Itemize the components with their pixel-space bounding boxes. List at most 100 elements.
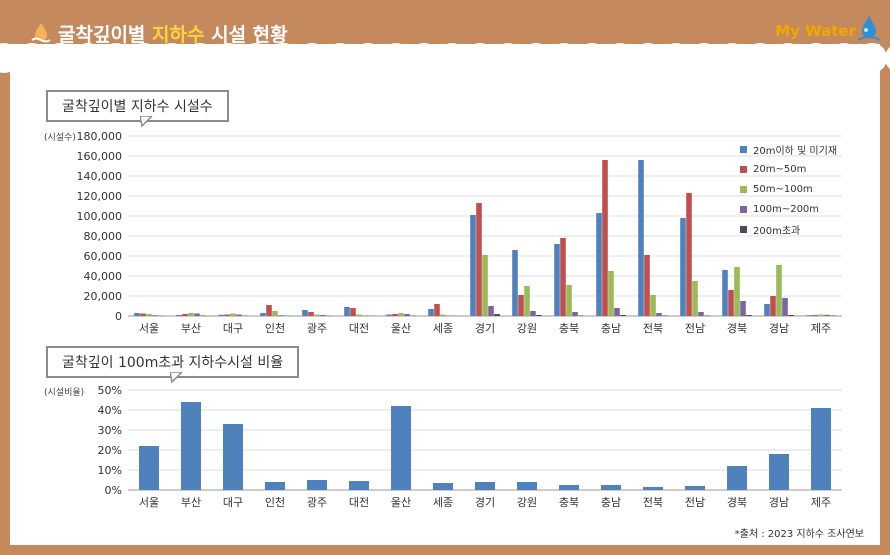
x-tick-label: 경북 (727, 496, 747, 509)
bar (566, 285, 572, 316)
legend-item: 200m초과 (740, 219, 837, 239)
bar (830, 315, 836, 316)
bar (152, 315, 158, 316)
bar (559, 485, 579, 490)
bar (391, 406, 411, 490)
bar (554, 244, 560, 316)
bar (650, 295, 656, 316)
bar (350, 308, 356, 316)
bar (806, 315, 812, 316)
bar (811, 408, 831, 490)
legend-label: 200m초과 (753, 225, 801, 237)
x-tick-label: 인천 (265, 321, 285, 335)
x-tick-label: 전북 (643, 496, 663, 509)
bar (308, 312, 314, 316)
bar (812, 315, 818, 316)
bar (517, 482, 537, 490)
header-scallop (0, 43, 19, 73)
x-tick-label: 전남 (685, 322, 705, 335)
bar (265, 482, 285, 490)
bar (398, 313, 404, 316)
chart1-ylabel: (시설수) (44, 133, 76, 143)
bar (320, 315, 326, 316)
legend-item: 50m~100m (740, 179, 837, 199)
x-tick-label: 강원 (517, 496, 537, 509)
bar (656, 313, 662, 316)
y-tick-label: 140,000 (77, 170, 123, 183)
title-highlight: 지하수 (152, 24, 205, 46)
legend-label: 50m~100m (753, 183, 813, 195)
y-tick-label: 100,000 (77, 210, 123, 223)
bar (572, 312, 578, 316)
bar (740, 301, 746, 316)
bar (344, 307, 350, 316)
header-scallop (773, 43, 803, 73)
y-tick-label: 10% (98, 464, 122, 477)
header-scallop (689, 43, 719, 73)
header-scallop (633, 43, 663, 73)
bar (386, 314, 392, 316)
bar (722, 270, 728, 316)
x-tick-label: 대구 (223, 322, 243, 335)
chart1-title: 굴착깊이별 지하수 시설수 (46, 90, 229, 122)
legend-item: 20m~50m (740, 159, 837, 179)
bar (433, 483, 453, 490)
header-scallop (437, 43, 467, 73)
bar (428, 309, 434, 316)
bar (134, 313, 140, 316)
bar (200, 315, 206, 316)
header-scallop (577, 43, 607, 73)
bar (139, 446, 159, 490)
x-tick-label: 울산 (391, 496, 411, 509)
bar (692, 281, 698, 316)
bar (685, 486, 705, 490)
bar (644, 255, 650, 316)
header-scallop (801, 43, 831, 73)
bar (362, 315, 368, 316)
chart1-legend: 20m이하 및 미기재 20m~50m 50m~100m 100m~200m 200m초… (740, 139, 837, 239)
header-scallop (549, 43, 579, 73)
bar (488, 306, 494, 316)
header: 굴착깊이별 지하수 시설 현황 My Water (0, 0, 890, 62)
bar (223, 424, 243, 490)
bar (266, 305, 272, 316)
header-scallop (213, 43, 243, 73)
header-scallop (45, 43, 75, 73)
chart2-ylabel: (시설비율) (44, 388, 85, 398)
brand-logo-text: My Water (775, 22, 856, 40)
x-tick-label: 충북 (559, 322, 579, 335)
x-tick-label: 경남 (769, 322, 789, 335)
header-scallop (465, 43, 495, 73)
bar (601, 485, 621, 490)
title-prefix: 굴착깊이별 (58, 24, 146, 46)
header-scallop (297, 43, 327, 73)
y-tick-label: 50% (98, 384, 122, 397)
x-tick-label: 울산 (391, 322, 411, 335)
header-scallop (885, 46, 890, 70)
x-tick-label: 제주 (811, 496, 831, 509)
legend-swatch (740, 165, 747, 173)
source-note: *출처 : 2023 지하수 조사연보 (734, 529, 864, 540)
bar (824, 314, 830, 316)
bar (470, 215, 476, 316)
y-tick-label: 0 (115, 310, 122, 323)
bar (608, 271, 614, 316)
x-tick-label: 대전 (349, 322, 369, 335)
bar (662, 315, 668, 316)
x-tick-label: 경북 (727, 322, 747, 335)
bar (638, 160, 644, 316)
bar (770, 296, 776, 316)
title-suffix: 시설 현황 (211, 24, 288, 46)
x-tick-label: 충북 (559, 496, 579, 509)
bar (620, 315, 626, 316)
y-tick-label: 80,000 (84, 230, 123, 243)
header-scallop (661, 43, 691, 73)
y-tick-label: 180,000 (77, 130, 123, 143)
bar (512, 250, 518, 316)
header-scallop (185, 43, 215, 73)
bar (356, 314, 362, 316)
x-tick-label: 경기 (475, 322, 495, 335)
legend-item: 20m이하 및 미기재 (740, 139, 837, 159)
y-tick-label: 30% (98, 424, 122, 437)
